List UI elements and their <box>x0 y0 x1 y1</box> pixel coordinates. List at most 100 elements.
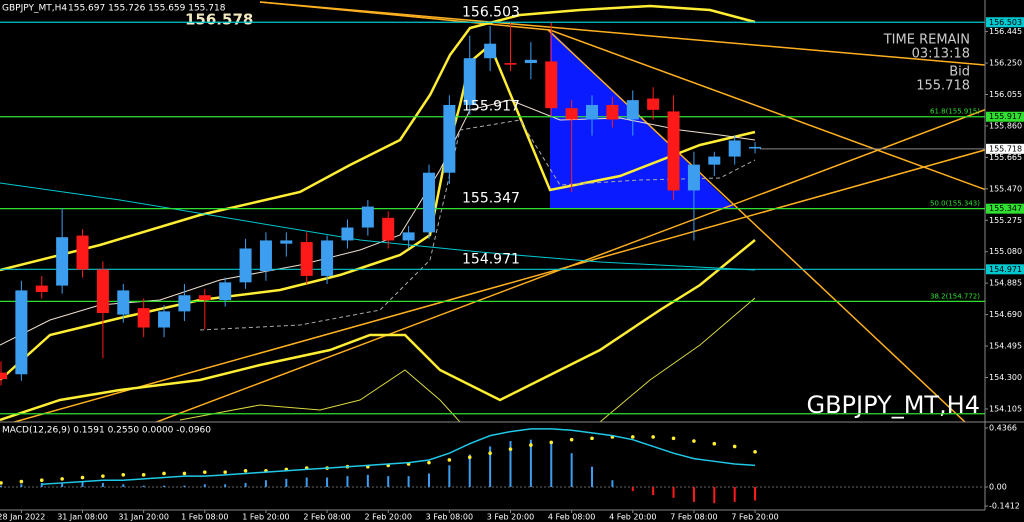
x-tick-label: 31 Jan 08:00 <box>57 513 108 522</box>
candle-body <box>96 269 109 313</box>
macd-bar <box>101 482 104 487</box>
y-tick-label: 0.00 <box>989 482 1007 491</box>
x-tick-label: 31 Jan 20:00 <box>118 513 169 522</box>
candle-body <box>219 282 232 301</box>
signal-dot <box>447 458 452 462</box>
candle-body <box>15 290 28 375</box>
candle-body <box>626 100 639 120</box>
macd-bar <box>652 486 655 496</box>
candle-body <box>0 372 7 380</box>
signal-dot <box>671 436 676 441</box>
signal-dot <box>162 471 166 476</box>
macd-bar <box>366 474 369 487</box>
moving-average <box>0 182 756 271</box>
level-box-label: 156.503 <box>989 18 1022 27</box>
signal-dot <box>182 471 187 476</box>
signal-dot <box>467 455 472 460</box>
y-tick-label: -0.1412 <box>989 502 1020 511</box>
x-tick-label: 4 Feb 20:00 <box>609 513 656 522</box>
signal-dot <box>203 470 207 474</box>
y-tick-label: 154.105 <box>989 404 1022 413</box>
x-tick-label: 4 Feb 08:00 <box>548 513 595 522</box>
macd-bar <box>468 454 471 487</box>
macd-bar <box>692 486 695 502</box>
fib-label: 38.2(154.772) <box>930 292 980 300</box>
level-box-label: 155.917 <box>989 112 1022 121</box>
macd-bar <box>733 486 736 502</box>
macd-bar <box>264 480 267 487</box>
macd-bar <box>407 476 410 487</box>
macd-bar <box>387 476 390 487</box>
macd-bar <box>183 485 186 487</box>
candle-body <box>484 43 497 59</box>
signal-dot <box>243 468 248 473</box>
signal-dot <box>39 478 44 483</box>
signal-dot <box>19 479 24 484</box>
indicators <box>0 1 985 422</box>
macd-bar <box>570 453 573 487</box>
macd-bar <box>224 484 227 487</box>
candle-body <box>300 242 313 276</box>
candle-body <box>402 232 415 241</box>
y-tick-label: 155.470 <box>989 184 1022 193</box>
level-box <box>986 264 1024 275</box>
macd-bar <box>509 441 512 487</box>
candle-body <box>728 140 741 157</box>
macd-bar <box>81 481 84 487</box>
signal-dot <box>590 436 594 441</box>
signal-dot <box>101 474 105 478</box>
signal-dot <box>569 437 574 442</box>
signal-dot <box>121 473 126 477</box>
y-tick-label: 155.665 <box>989 153 1022 162</box>
candle-body <box>361 206 374 228</box>
macd-bar <box>550 442 553 487</box>
fib-label: 50.0(155.343) <box>930 200 980 208</box>
x-tick-label: 28 Jan 2022 <box>0 513 45 522</box>
signal-dot <box>508 447 513 451</box>
signal-dot <box>529 443 533 447</box>
candle-body <box>76 235 89 270</box>
time-remain-label: TIME REMAIN <box>883 33 970 48</box>
y-tick-label: 154.300 <box>989 373 1022 382</box>
signal-dot <box>141 473 146 477</box>
candle-body <box>178 295 191 312</box>
level-label: 156.503 <box>462 4 520 20</box>
band-outer <box>599 297 756 422</box>
candle-body <box>545 61 558 109</box>
level-box <box>986 17 1024 28</box>
signal-dot <box>712 441 717 446</box>
y-tick-label: 154.690 <box>989 310 1022 319</box>
signal-dot <box>80 475 85 480</box>
signal-dot <box>0 481 3 485</box>
level-label: 154.971 <box>462 251 520 267</box>
level-box <box>986 203 1024 214</box>
moving-average <box>0 99 756 346</box>
band-outer <box>179 369 461 422</box>
x-tick-label: 2 Feb 20:00 <box>365 513 412 522</box>
candle-body <box>259 240 272 272</box>
candle-body <box>280 240 293 244</box>
y-tick-label: 0.4366 <box>989 423 1017 432</box>
macd-bar <box>20 484 23 487</box>
candle-body <box>137 308 150 328</box>
signal-dot <box>60 477 64 481</box>
macd-title: MACD(12,26,9) 0.1591 0.2550 0.0000 -0.09… <box>2 426 211 436</box>
macd-bar <box>122 484 125 487</box>
level-label: 155.347 <box>462 191 520 207</box>
y-tick-label: 155.275 <box>989 216 1022 225</box>
macd-bar <box>203 484 206 487</box>
trendline <box>11 149 985 422</box>
candle-body <box>606 104 619 120</box>
macd-line <box>41 428 756 486</box>
candle-body <box>524 59 537 64</box>
x-tick-label: 7 Feb 20:00 <box>731 513 778 522</box>
candle-body <box>708 156 721 165</box>
y-tick-label: 156.250 <box>989 59 1022 68</box>
macd-bar <box>40 482 43 487</box>
signal-dot <box>549 440 554 445</box>
candle-body <box>443 104 456 173</box>
signal-dot <box>692 439 696 443</box>
macd-bar <box>631 486 634 492</box>
